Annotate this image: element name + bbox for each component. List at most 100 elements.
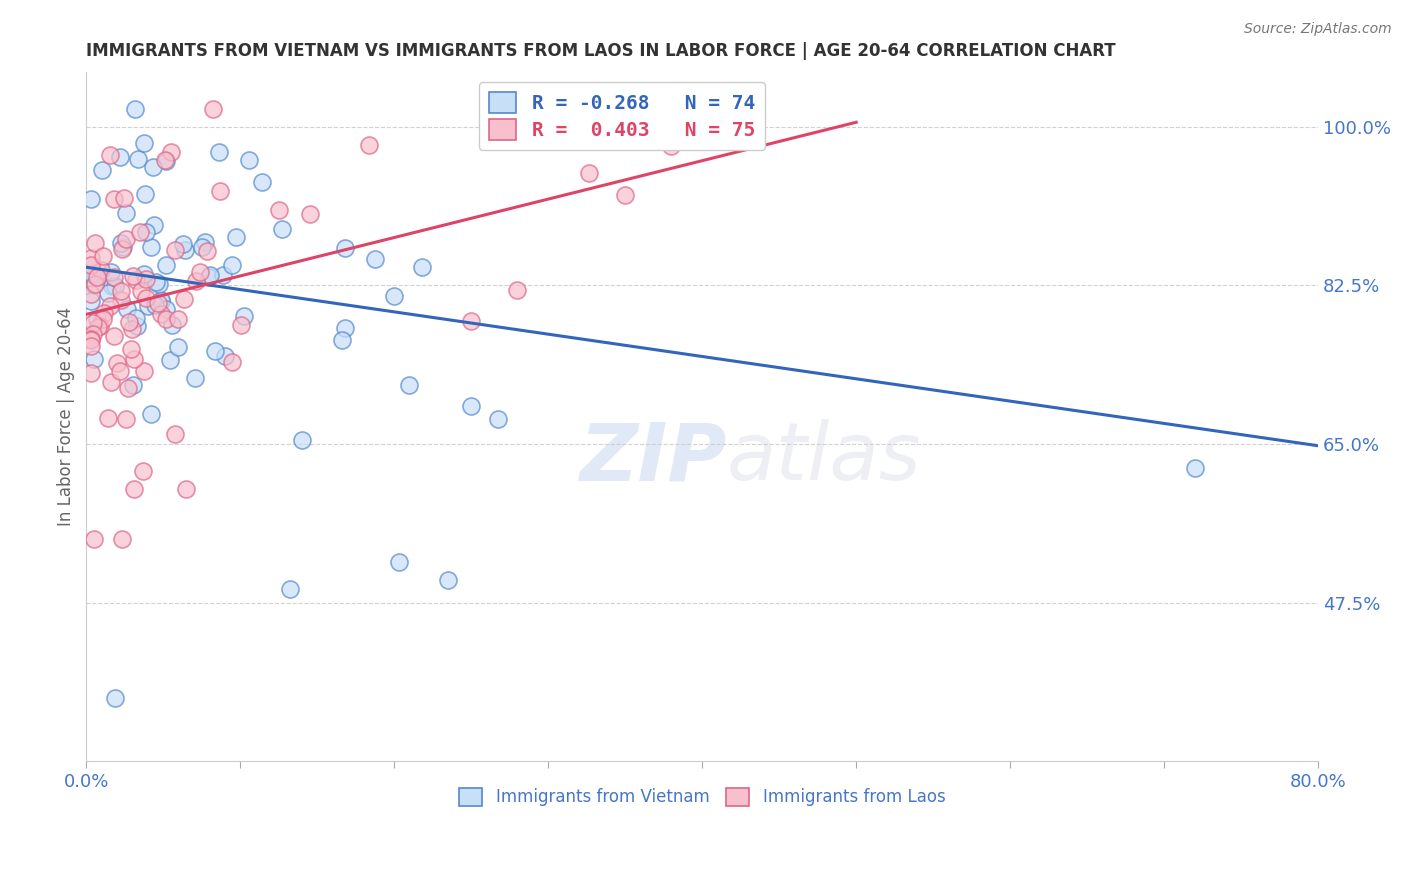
Point: [121, 269, 143, 284]
Point: [188, 264, 211, 278]
Point: [80, 332, 103, 346]
Point: [661, 139, 683, 153]
Point: [364, 252, 387, 266]
Point: [250, 175, 273, 189]
Point: [115, 302, 138, 317]
Point: [121, 343, 143, 357]
Point: [212, 268, 235, 282]
Point: [82, 316, 104, 330]
Point: [208, 145, 231, 159]
Point: [198, 269, 221, 284]
Point: [135, 272, 157, 286]
Point: [118, 315, 141, 329]
Point: [128, 225, 150, 239]
Point: [330, 333, 353, 347]
Point: [89, 318, 111, 333]
Point: [150, 294, 173, 309]
Point: [80, 287, 103, 301]
Point: [122, 482, 145, 496]
Point: [143, 218, 166, 232]
Point: [83, 277, 105, 292]
Point: [101, 278, 124, 293]
Point: [155, 258, 177, 272]
Point: [486, 411, 509, 425]
Point: [163, 426, 186, 441]
Point: [105, 355, 128, 369]
Point: [388, 555, 411, 569]
Point: [204, 344, 226, 359]
Point: [221, 355, 243, 369]
Point: [135, 225, 157, 239]
Point: [411, 260, 433, 274]
Point: [146, 296, 169, 310]
Point: [80, 192, 103, 206]
Point: [122, 378, 145, 392]
Point: [121, 322, 143, 336]
Point: [132, 136, 155, 151]
Point: [83, 532, 105, 546]
Point: [221, 258, 243, 272]
Point: [97, 285, 120, 300]
Point: [97, 411, 120, 425]
Point: [141, 239, 163, 253]
Text: atlas: atlas: [727, 419, 921, 497]
Point: [90, 162, 112, 177]
Point: [186, 274, 208, 288]
Point: [110, 293, 132, 307]
Point: [150, 308, 173, 322]
Point: [87, 320, 110, 334]
Point: [134, 364, 156, 378]
Point: [124, 273, 146, 287]
Point: [110, 236, 132, 251]
Point: [359, 137, 381, 152]
Point: [690, 119, 713, 133]
Point: [80, 258, 103, 272]
Point: [271, 221, 294, 235]
Point: [291, 433, 314, 447]
Point: [86, 311, 108, 326]
Point: [103, 279, 125, 293]
Point: [138, 299, 160, 313]
Point: [201, 102, 224, 116]
Point: [160, 318, 183, 333]
Point: [117, 381, 139, 395]
Point: [115, 206, 138, 220]
Point: [143, 298, 166, 312]
Point: [460, 314, 482, 328]
Point: [135, 291, 157, 305]
Point: [111, 532, 134, 546]
Point: [172, 236, 194, 251]
Point: [225, 230, 247, 244]
Point: [115, 232, 138, 246]
Point: [233, 310, 256, 324]
Point: [86, 269, 108, 284]
Point: [100, 375, 122, 389]
Point: [1184, 461, 1206, 475]
Point: [124, 352, 146, 367]
Point: [159, 353, 181, 368]
Point: [83, 352, 105, 367]
Point: [132, 464, 155, 478]
Point: [110, 284, 132, 298]
Point: [460, 399, 482, 413]
Point: [82, 327, 104, 342]
Point: [125, 319, 148, 334]
Point: [155, 154, 177, 169]
Point: [80, 251, 103, 265]
Point: [506, 283, 529, 297]
Point: [84, 277, 107, 291]
Point: [104, 690, 127, 705]
Point: [145, 275, 167, 289]
Y-axis label: In Labor Force | Age 20-64: In Labor Force | Age 20-64: [58, 307, 75, 526]
Point: [167, 312, 190, 326]
Point: [398, 378, 420, 392]
Point: [103, 329, 125, 343]
Point: [129, 284, 152, 298]
Point: [214, 349, 236, 363]
Point: [153, 153, 176, 168]
Point: [127, 152, 149, 166]
Point: [155, 301, 177, 316]
Point: [84, 235, 107, 250]
Point: [174, 243, 197, 257]
Point: [90, 262, 112, 277]
